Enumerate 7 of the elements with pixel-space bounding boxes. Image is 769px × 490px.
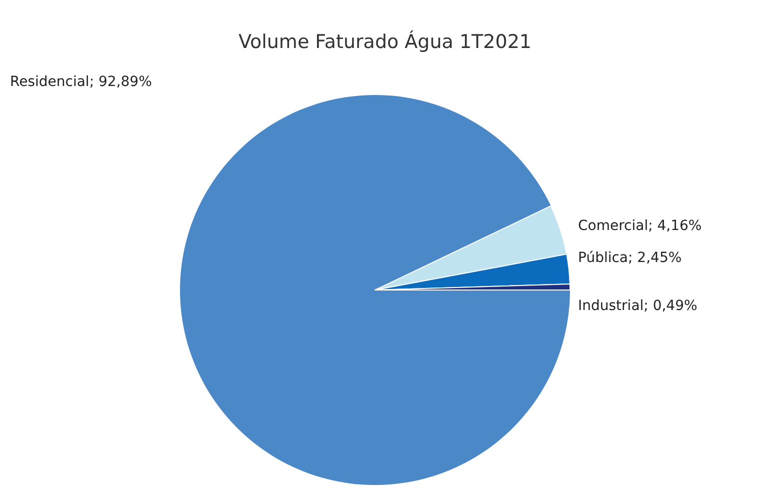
slice-label: Industrial; 0,49% — [578, 298, 698, 314]
slice-label: Pública; 2,45% — [578, 250, 682, 266]
chart-title: Volume Faturado Água 1T2021 — [238, 30, 532, 53]
slice-label: Residencial; 92,89% — [10, 74, 152, 90]
pie-slice — [180, 95, 570, 485]
pie-slice — [374, 205, 568, 290]
slice-label: Comercial; 4,16% — [578, 218, 702, 234]
